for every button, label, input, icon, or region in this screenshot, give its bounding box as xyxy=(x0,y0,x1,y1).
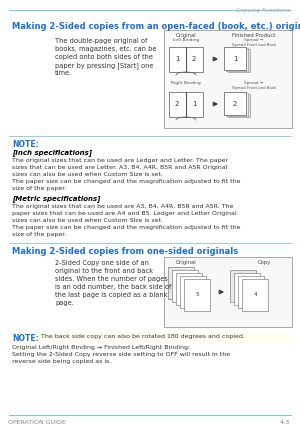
Bar xyxy=(230,270,256,302)
Text: The back side copy can also be rotated 180 degrees and copied.: The back side copy can also be rotated 1… xyxy=(39,334,245,339)
Bar xyxy=(186,47,203,72)
Text: Original: Original xyxy=(176,260,197,265)
Bar xyxy=(224,47,246,70)
Text: Copy: Copy xyxy=(257,260,271,265)
Text: copied onto both sides of the: copied onto both sides of the xyxy=(55,54,153,60)
Text: The original sizes that can be used are A3, B4, A4R, B5R and A5R. The: The original sizes that can be used are … xyxy=(12,204,233,209)
Text: NOTE:: NOTE: xyxy=(12,334,39,343)
Text: 4: 4 xyxy=(253,292,257,298)
Bar xyxy=(234,273,260,305)
Bar xyxy=(228,94,250,117)
Text: 1: 1 xyxy=(175,56,179,62)
Bar xyxy=(184,279,210,311)
Text: 4-3: 4-3 xyxy=(280,420,290,425)
Text: Original Left/Right Binding → Finished Left/Right Binding:: Original Left/Right Binding → Finished L… xyxy=(12,345,190,350)
Text: sides. When the number of pages: sides. When the number of pages xyxy=(55,276,168,282)
Text: Making 2-Sided copies from one-sided originals: Making 2-Sided copies from one-sided ori… xyxy=(12,247,238,256)
Bar xyxy=(242,279,268,311)
Bar xyxy=(238,276,264,308)
Text: sizes can also be used when Custom Size is set.: sizes can also be used when Custom Size … xyxy=(12,172,163,177)
Text: size of the paper.: size of the paper. xyxy=(12,232,66,237)
Text: The paper size can be changed and the magnification adjusted to fit the: The paper size can be changed and the ma… xyxy=(12,179,241,184)
Bar xyxy=(226,48,248,71)
Text: The double-page original of: The double-page original of xyxy=(55,38,147,44)
Bar xyxy=(224,92,246,115)
Text: sizes that can be used are Letter. A3, B4, A4R, B5R and A5R Original: sizes that can be used are Letter. A3, B… xyxy=(12,165,227,170)
Bar xyxy=(168,267,194,299)
Bar xyxy=(172,270,198,302)
Text: Right Binding: Right Binding xyxy=(171,81,201,85)
Text: sizes can also be used when Custom Size is set.: sizes can also be used when Custom Size … xyxy=(12,218,163,223)
Text: The original sizes that can be used are Ledger and Letter. The paper: The original sizes that can be used are … xyxy=(12,158,228,163)
Text: 2: 2 xyxy=(233,101,237,107)
Bar xyxy=(186,92,203,117)
Text: Spread →: Spread → xyxy=(244,81,264,85)
Bar xyxy=(169,47,186,72)
Text: 1: 1 xyxy=(233,56,237,62)
Text: 2: 2 xyxy=(192,56,196,62)
Bar xyxy=(164,257,292,327)
Text: Setting the 2-Sided Copy reverse side setting to OFF will result in the: Setting the 2-Sided Copy reverse side se… xyxy=(12,352,230,357)
Text: 1: 1 xyxy=(192,101,196,107)
Text: size of the paper.: size of the paper. xyxy=(12,186,66,191)
Text: OPERATION GUIDE: OPERATION GUIDE xyxy=(8,420,66,425)
Text: reverse side being copied as is.: reverse side being copied as is. xyxy=(12,359,111,364)
Bar xyxy=(180,276,206,308)
Bar xyxy=(176,273,202,305)
Text: books, magazines, etc. can be: books, magazines, etc. can be xyxy=(55,46,157,52)
Text: paper sizes that can be used are A4 and B5. Ledger and Letter Original: paper sizes that can be used are A4 and … xyxy=(12,211,237,216)
Bar xyxy=(169,92,186,117)
Text: Spread →: Spread → xyxy=(244,38,264,42)
Text: paper by pressing [Start] one: paper by pressing [Start] one xyxy=(55,62,154,69)
Text: 2-Sided Copy one side of an: 2-Sided Copy one side of an xyxy=(55,260,149,266)
Text: original to the front and back: original to the front and back xyxy=(55,268,153,274)
Text: is an odd number, the back side of: is an odd number, the back side of xyxy=(55,284,171,290)
Bar xyxy=(12,332,290,343)
Text: [Inch specifications]: [Inch specifications] xyxy=(12,150,92,157)
Text: NOTE:: NOTE: xyxy=(12,140,39,149)
Bar xyxy=(164,30,292,128)
Text: time.: time. xyxy=(55,70,72,76)
Bar xyxy=(226,93,248,116)
Text: Original: Original xyxy=(176,33,197,38)
Text: 5: 5 xyxy=(195,292,199,298)
Text: [Metric specifications]: [Metric specifications] xyxy=(12,196,101,203)
Bar xyxy=(228,49,250,72)
Text: 2: 2 xyxy=(175,101,179,107)
Text: Copying Functions: Copying Functions xyxy=(236,8,290,13)
Text: The paper size can be changed and the magnification adjusted to fit the: The paper size can be changed and the ma… xyxy=(12,225,241,230)
Text: Spread Front and Back: Spread Front and Back xyxy=(232,43,276,47)
Text: Making 2-Sided copies from an open-faced (book, etc.) original: Making 2-Sided copies from an open-faced… xyxy=(12,22,300,31)
Text: page.: page. xyxy=(55,300,74,306)
Text: the last page is copied as a blank: the last page is copied as a blank xyxy=(55,292,167,298)
Text: Finished Product: Finished Product xyxy=(232,33,276,38)
Text: Spread Front and Back: Spread Front and Back xyxy=(232,86,276,90)
Text: Left Binding: Left Binding xyxy=(173,38,199,42)
